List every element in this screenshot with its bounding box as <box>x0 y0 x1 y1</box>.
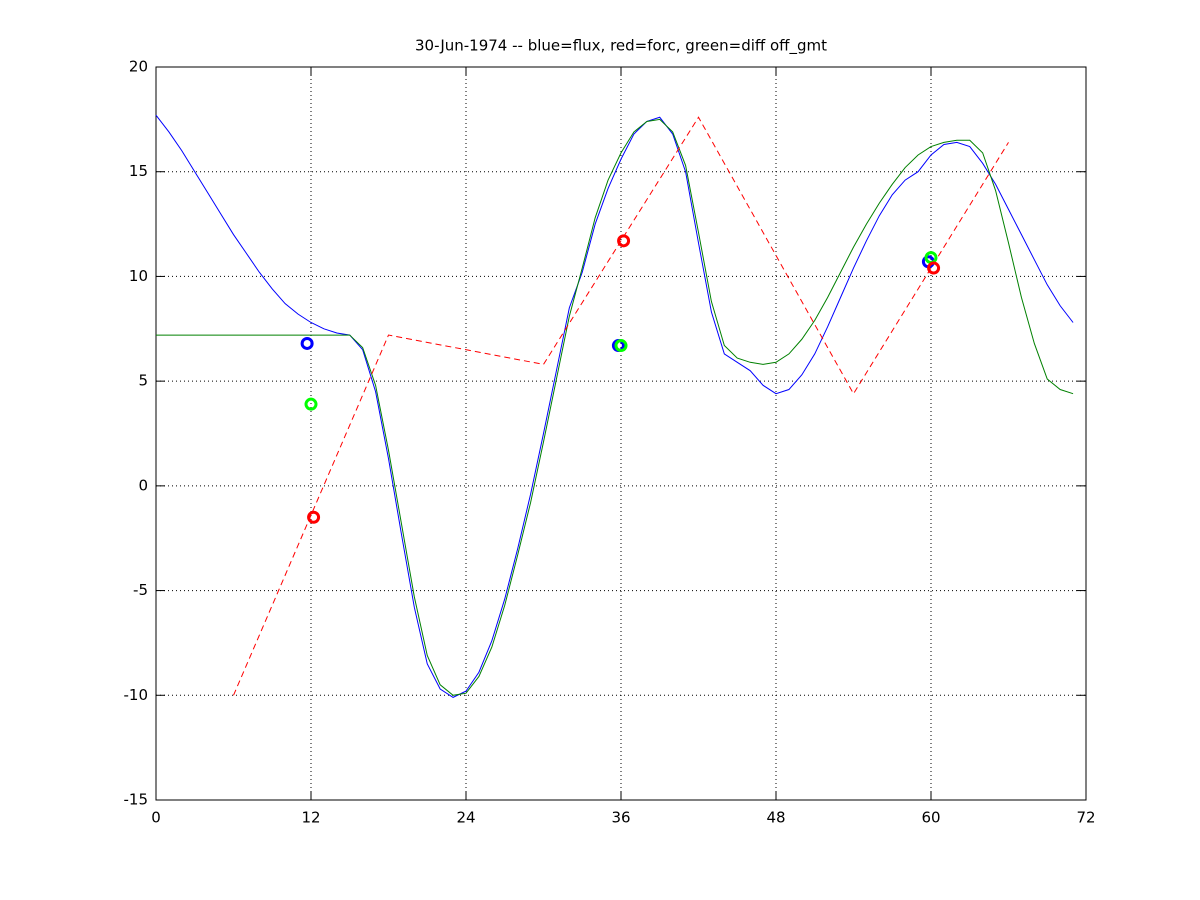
y-tick-label: -5 <box>133 581 148 599</box>
y-tick-label: -10 <box>124 686 149 704</box>
data-point <box>614 339 628 353</box>
data-point <box>304 397 318 411</box>
y-tick-label: 20 <box>129 58 148 76</box>
x-tick-label: 72 <box>1076 809 1095 827</box>
data-line <box>233 116 1009 696</box>
x-tick-label: 24 <box>456 809 475 827</box>
y-tick-label: -15 <box>124 791 149 809</box>
y-tick-label: 10 <box>129 267 148 285</box>
y-tick-label: 0 <box>138 476 148 494</box>
chart-title: 30-Jun-1974 -- blue=flux, red=forc, gree… <box>415 37 827 56</box>
data-point <box>617 234 631 248</box>
plot-frame <box>155 66 1087 801</box>
x-tick-label: 36 <box>611 809 630 827</box>
x-tick-label: 12 <box>301 809 320 827</box>
y-tick-label: 15 <box>129 162 148 180</box>
data-point <box>300 336 314 350</box>
y-tick-label: 5 <box>138 372 148 390</box>
data-point <box>927 261 941 275</box>
data-point <box>307 510 321 524</box>
x-tick-label: 48 <box>766 809 785 827</box>
x-tick-label: 60 <box>921 809 940 827</box>
data-line <box>155 114 1074 698</box>
data-line <box>156 118 1074 696</box>
x-tick-label: 0 <box>151 809 161 827</box>
